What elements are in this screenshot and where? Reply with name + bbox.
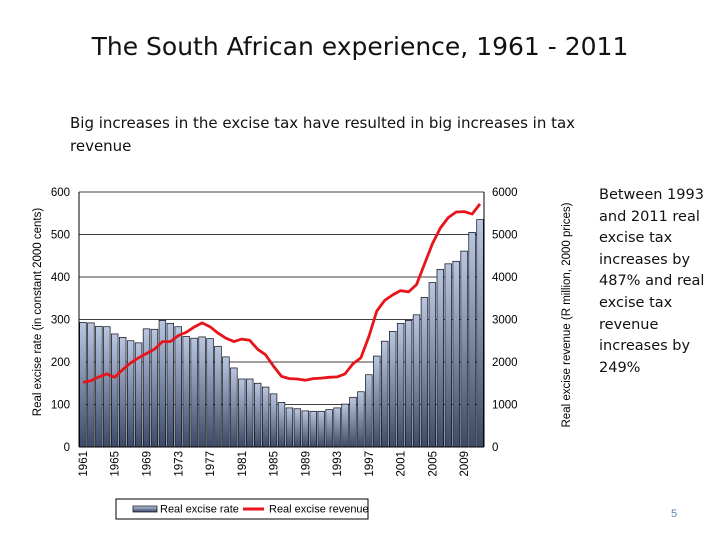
bar-1989	[301, 410, 310, 448]
left-tick-label: 0	[64, 442, 70, 454]
bar-1963	[95, 325, 103, 448]
bar-1991	[317, 410, 325, 448]
bar-2010	[468, 232, 476, 448]
right-tick-label: 4000	[492, 272, 518, 284]
bar-1992	[325, 409, 333, 448]
left-tick-labels: 0 100 200 300 400 500 600	[51, 187, 70, 454]
bar-1993	[333, 407, 341, 448]
bar-series	[79, 219, 484, 448]
bar-2009	[460, 250, 468, 448]
x-tick-label: 1981	[237, 451, 249, 477]
x-tick-label: 1989	[300, 451, 312, 477]
line-series	[82, 203, 482, 384]
bar-2004	[420, 297, 429, 448]
bar-1973	[174, 326, 182, 448]
bar-1995	[349, 396, 357, 448]
bar-1980	[230, 367, 238, 448]
x-tick-label: 1973	[173, 451, 185, 477]
bar-1981	[238, 378, 246, 448]
left-tick-label: 400	[51, 272, 70, 284]
bar-2006	[436, 269, 445, 448]
bar-1999	[381, 340, 389, 448]
bar-1965	[111, 333, 119, 448]
right-tick-label: 5000	[492, 230, 518, 242]
bar-2007	[444, 263, 452, 448]
bar-1996	[357, 391, 365, 448]
bar-1969	[142, 328, 151, 448]
x-tick-label: 1969	[142, 451, 154, 477]
bar-2003	[412, 314, 421, 448]
bar-1988	[293, 408, 302, 448]
bar-1979	[222, 356, 230, 448]
bar-1984	[261, 386, 270, 448]
left-tick-label: 100	[51, 400, 70, 412]
bar-1964	[103, 326, 111, 448]
bar-2002	[404, 320, 413, 448]
bar-1990	[309, 410, 317, 448]
right-tick-label: 6000	[492, 187, 518, 199]
x-tick-label: 1997	[364, 451, 376, 477]
page-number: 5	[670, 508, 678, 520]
legend: Real excise rate Real excise revenue	[115, 498, 369, 520]
axes	[78, 192, 485, 448]
bar-1966	[118, 337, 127, 448]
bar-1985	[269, 393, 278, 448]
x-tick-labels: 1961 1965 1969 1973 1977 1981 1985 1989 1993 1997…	[78, 451, 471, 477]
left-tick-label: 600	[51, 187, 70, 199]
x-tick-label: 2005	[427, 451, 439, 477]
left-tick-label: 300	[51, 315, 70, 327]
bar-1983	[253, 382, 262, 448]
x-tick-label: 2001	[396, 451, 408, 477]
legend-label-revenue: Real excise revenue	[269, 504, 369, 516]
legend-box	[115, 498, 369, 520]
bar-2008	[452, 260, 460, 448]
bar-1975	[190, 337, 198, 448]
bar-1977	[206, 338, 214, 448]
right-tick-labels: 0 1000 2000 3000 4000 5000 6000	[492, 187, 518, 454]
x-tick-label: 1985	[269, 451, 281, 477]
x-tick-label: 2009	[459, 451, 471, 477]
x-tick-label: 1993	[332, 451, 344, 477]
bar-1971	[158, 320, 167, 448]
slide-title: The South African experience, 1961 - 201…	[91, 32, 629, 61]
summary-note: Between 1993 and 2011 real excise tax in…	[599, 187, 705, 376]
revenue-line	[82, 203, 482, 384]
bar-1967	[126, 340, 135, 448]
right-axis-label: Real excise revenue (R million, 2000 pri…	[561, 202, 573, 427]
bar-2011	[476, 219, 484, 448]
right-tick-label: 1000	[492, 400, 518, 412]
left-axis-label: Real excise rate (in constant 2000 cents…	[32, 208, 44, 417]
x-tick-label: 1965	[110, 451, 122, 477]
legend-swatch-bar	[132, 505, 158, 513]
right-tick-label: 2000	[492, 357, 518, 369]
x-tick-label: 1977	[205, 451, 217, 477]
bar-1997	[365, 374, 373, 448]
right-tick-label: 3000	[492, 315, 518, 327]
left-tick-label: 200	[51, 357, 70, 369]
bar-2005	[428, 282, 437, 448]
bar-1986	[277, 402, 286, 448]
bar-1998	[373, 355, 381, 448]
bar-2001	[396, 322, 405, 448]
bar-2000	[388, 331, 397, 448]
x-tick-label: 1961	[78, 451, 90, 477]
left-tick-label: 500	[51, 230, 70, 242]
slide-subtitle: Big increases in the excise tax have res…	[70, 114, 576, 155]
bar-1982	[246, 378, 254, 448]
legend-label-rate: Real excise rate	[160, 504, 239, 516]
right-tick-label: 0	[492, 442, 498, 454]
bar-1974	[182, 336, 190, 448]
bar-1976	[198, 336, 206, 448]
bar-1987	[285, 407, 294, 448]
bar-1961	[79, 322, 87, 448]
bar-1978	[214, 345, 222, 448]
bar-1962	[87, 322, 95, 448]
bar-1994	[341, 403, 349, 448]
